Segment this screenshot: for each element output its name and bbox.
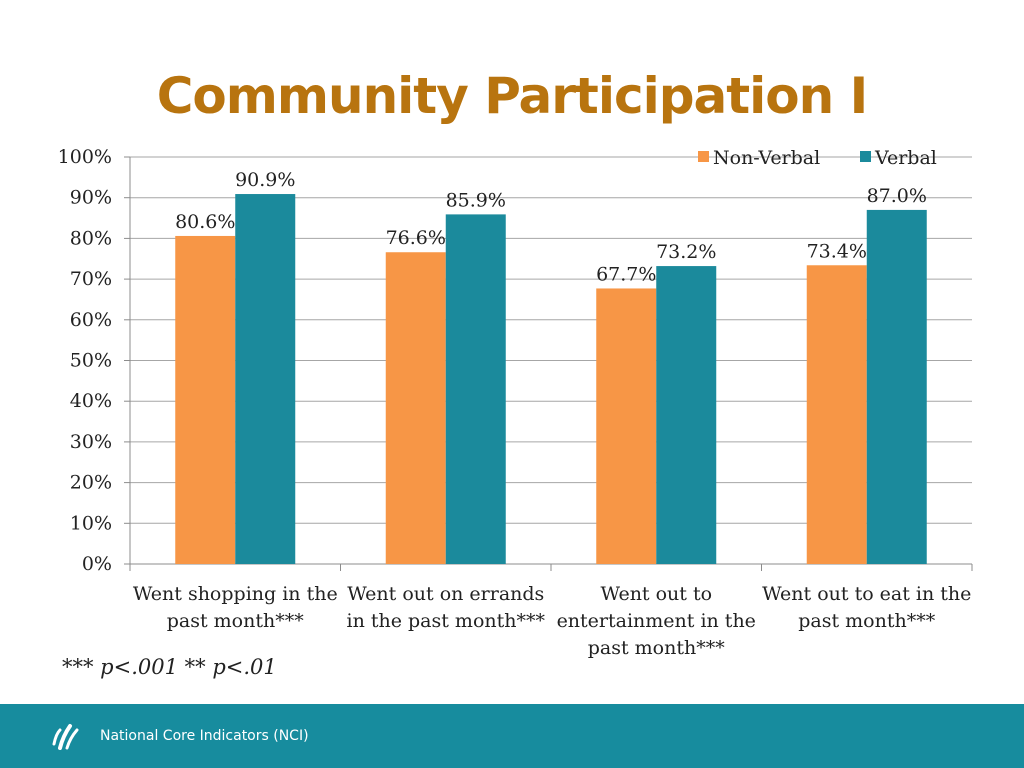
x-tick-label-line: Went out on errands (347, 583, 544, 605)
data-label: 67.7% (596, 263, 656, 285)
y-tick-label: 70% (70, 268, 112, 290)
x-tick-label: Went out to eat in the past month*** (762, 583, 971, 632)
significance-footnote: *** p<.001 ** p<.01 (62, 655, 277, 679)
y-tick-label: 60% (70, 309, 112, 331)
x-tick-label-line: entertainment in the (557, 610, 756, 632)
bar-non-verbal (385, 252, 446, 564)
data-label: 80.6% (175, 211, 235, 233)
legend-label: Non-Verbal (713, 147, 820, 169)
legend-label: Verbal (874, 147, 937, 169)
y-tick-label: 50% (70, 350, 112, 372)
bar-verbal (656, 266, 717, 564)
x-tick-label-line: past month*** (167, 610, 304, 632)
bar-verbal (235, 194, 296, 565)
bar-verbal (866, 209, 927, 564)
bar-non-verbal (596, 288, 657, 564)
y-tick-label: 0% (82, 553, 112, 575)
x-tick-label: Went out to entertainment in the past mont… (557, 583, 756, 659)
data-label: 76.6% (386, 227, 446, 249)
y-tick-label: 10% (70, 512, 112, 534)
x-tick-label-line: Went out to (600, 583, 712, 605)
x-tick-label-line: in the past month*** (347, 610, 546, 632)
footer-organization-name: National Core Indicators (NCI) (100, 728, 309, 744)
x-tick-label: Went out on errands in the past month*** (347, 583, 546, 632)
x-tick-label-line: past month*** (588, 637, 725, 659)
data-label: 87.0% (867, 185, 927, 207)
bar-verbal (445, 214, 506, 564)
nci-logo-icon (52, 724, 79, 750)
x-tick-label-line: Went out to eat in the (762, 583, 971, 605)
y-tick-label: 80% (70, 227, 112, 249)
x-tick-label: Went shopping in the past month*** (133, 583, 338, 632)
legend-swatch (860, 151, 871, 162)
data-label: 90.9% (235, 169, 295, 191)
x-tick-label-line: past month*** (798, 610, 935, 632)
y-tick-label: 30% (70, 431, 112, 453)
y-tick-label: 90% (70, 187, 112, 209)
bar-non-verbal (806, 265, 867, 564)
y-tick-label: 20% (70, 472, 112, 494)
data-label: 85.9% (446, 189, 506, 211)
data-label: 73.4% (807, 240, 867, 262)
y-tick-label: 40% (70, 390, 112, 412)
x-tick-label-line: Went shopping in the (133, 583, 338, 605)
footer-band: National Core Indicators (NCI) (0, 704, 1024, 768)
data-label: 73.2% (656, 241, 716, 263)
y-tick-label: 100% (58, 146, 112, 168)
bar-chart: 0% 10% 20% 30% 40% 50% 60% 70% 80% 90% 100% 80.6% 76… (58, 146, 973, 659)
bar-non-verbal (175, 235, 236, 564)
legend-swatch (698, 151, 709, 162)
slide-title: Community Participation I (156, 67, 869, 125)
